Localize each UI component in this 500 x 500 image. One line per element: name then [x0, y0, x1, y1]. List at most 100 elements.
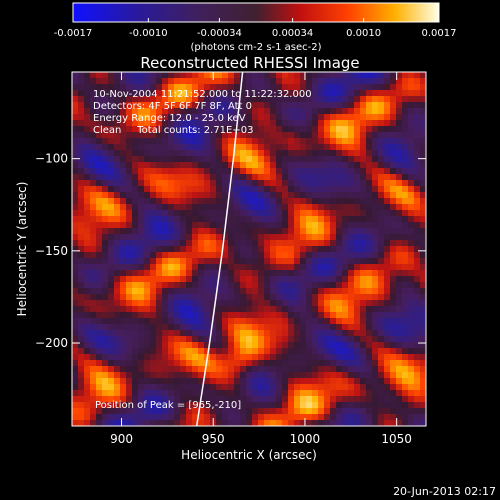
- heatmap-cell: [342, 264, 349, 271]
- heatmap-cell: [90, 282, 97, 289]
- heatmap-cell: [132, 372, 139, 379]
- heatmap-cell: [396, 138, 403, 145]
- heatmap-cell: [162, 72, 169, 79]
- heatmap-cell: [228, 72, 235, 79]
- heatmap-cell: [144, 126, 151, 133]
- heatmap-cell: [396, 240, 403, 247]
- heatmap-cell: [90, 378, 97, 385]
- heatmap-cell: [420, 402, 426, 409]
- heatmap-cell: [192, 240, 199, 247]
- heatmap-cell: [384, 180, 391, 187]
- heatmap-cell: [90, 402, 97, 409]
- heatmap-cell: [246, 372, 253, 379]
- heatmap-cell: [342, 84, 349, 91]
- heatmap-cell: [108, 360, 115, 367]
- heatmap-cell: [420, 270, 426, 277]
- heatmap-cell: [180, 222, 187, 229]
- heatmap-cell: [360, 210, 367, 217]
- heatmap-cell: [414, 414, 421, 421]
- heatmap-cell: [324, 264, 331, 271]
- heatmap-cell: [114, 72, 121, 79]
- heatmap-cell: [408, 378, 415, 385]
- heatmap-cell: [264, 114, 271, 121]
- heatmap-cell: [168, 252, 175, 259]
- heatmap-cell: [324, 282, 331, 289]
- heatmap-cell: [174, 264, 181, 271]
- heatmap-cell: [408, 234, 415, 241]
- heatmap-cell: [372, 156, 379, 163]
- heatmap-cell: [348, 180, 355, 187]
- heatmap-cell: [234, 258, 241, 265]
- heatmap-cell: [204, 114, 211, 121]
- heatmap-cell: [210, 198, 217, 205]
- heatmap-cell: [120, 216, 127, 223]
- heatmap-cell: [378, 354, 385, 361]
- heatmap-cell: [72, 288, 79, 295]
- heatmap-cell: [390, 258, 397, 265]
- heatmap-cell: [300, 258, 307, 265]
- heatmap-cell: [372, 192, 379, 199]
- heatmap-cell: [306, 234, 313, 241]
- heatmap-cell: [96, 384, 103, 391]
- heatmap-cell: [324, 216, 331, 223]
- heatmap-cell: [216, 240, 223, 247]
- heatmap-cell: [264, 360, 271, 367]
- heatmap-cell: [120, 420, 127, 426]
- heatmap-cell: [72, 180, 79, 187]
- heatmap-cell: [342, 108, 349, 115]
- heatmap-cell: [132, 300, 139, 307]
- heatmap-cell: [138, 390, 145, 397]
- colorbar: -0.0017 -0.0010 -0.00034 0.00034 0.0010 0.001…: [54, 2, 457, 53]
- heatmap-cell: [378, 216, 385, 223]
- heatmap-cell: [96, 108, 103, 115]
- heatmap-cell: [144, 156, 151, 163]
- heatmap-cell: [144, 210, 151, 217]
- heatmap-cell: [120, 84, 127, 91]
- heatmap-cell: [390, 306, 397, 313]
- heatmap-cell: [234, 402, 241, 409]
- heatmap-cell: [288, 216, 295, 223]
- heatmap-cell: [96, 162, 103, 169]
- heatmap-cell: [84, 336, 91, 343]
- heatmap-cell: [366, 390, 373, 397]
- heatmap-cell: [420, 276, 426, 283]
- heatmap-cell: [78, 192, 85, 199]
- heatmap-cell: [156, 204, 163, 211]
- heatmap-cell: [270, 408, 277, 415]
- heatmap-cell: [96, 210, 103, 217]
- heatmap-cell: [216, 228, 223, 235]
- colorbar-ticks: -0.0017 -0.0010 -0.00034 0.00034 0.0010 0.001…: [54, 18, 457, 39]
- heatmap-cell: [102, 102, 109, 109]
- heatmap-cell: [396, 396, 403, 403]
- heatmap-cell: [294, 228, 301, 235]
- heatmap-cell: [186, 324, 193, 331]
- heatmap-cell: [96, 246, 103, 253]
- heatmap-cell: [420, 114, 426, 121]
- heatmap-cell: [354, 204, 361, 211]
- heatmap-cell: [324, 162, 331, 169]
- heatmap-cell: [324, 156, 331, 163]
- heatmap-cell: [252, 354, 259, 361]
- heatmap-cell: [186, 258, 193, 265]
- heatmap-cell: [102, 192, 109, 199]
- heatmap-cell: [318, 174, 325, 181]
- heatmap-cell: [282, 402, 289, 409]
- heatmap-cell: [390, 300, 397, 307]
- heatmap-cell: [396, 270, 403, 277]
- heatmap-cell: [378, 84, 385, 91]
- heatmap-cell: [114, 252, 121, 259]
- heatmap-cell: [264, 336, 271, 343]
- heatmap-cell: [228, 372, 235, 379]
- heatmap-cell: [102, 216, 109, 223]
- heatmap-cell: [78, 294, 85, 301]
- heatmap-cell: [168, 390, 175, 397]
- heatmap-cell: [108, 378, 115, 385]
- heatmap-cell: [252, 78, 259, 85]
- heatmap-cell: [96, 336, 103, 343]
- heatmap-cell: [408, 408, 415, 415]
- heatmap-cell: [276, 318, 283, 325]
- heatmap-cell: [372, 210, 379, 217]
- heatmap-cell: [288, 174, 295, 181]
- x-tick-label: 950: [202, 432, 225, 446]
- heatmap-cell: [90, 174, 97, 181]
